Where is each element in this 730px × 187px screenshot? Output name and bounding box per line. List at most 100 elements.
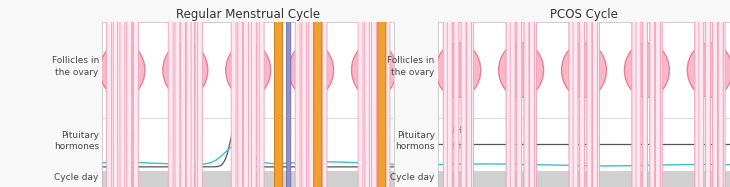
Text: Cycle day: Cycle day (55, 174, 99, 183)
Ellipse shape (247, 0, 252, 187)
Ellipse shape (352, 43, 396, 97)
Ellipse shape (506, 0, 511, 187)
Ellipse shape (569, 0, 574, 187)
Ellipse shape (580, 0, 585, 187)
Ellipse shape (259, 0, 264, 187)
Ellipse shape (186, 0, 191, 187)
Text: FSH: FSH (451, 142, 468, 151)
Ellipse shape (699, 0, 704, 187)
Ellipse shape (295, 0, 300, 187)
Ellipse shape (705, 0, 710, 187)
Ellipse shape (529, 0, 534, 187)
Ellipse shape (120, 0, 125, 187)
Ellipse shape (197, 0, 202, 187)
Ellipse shape (374, 0, 379, 187)
Ellipse shape (171, 0, 175, 187)
Ellipse shape (636, 0, 641, 187)
Ellipse shape (524, 0, 529, 187)
Ellipse shape (297, 0, 302, 187)
Ellipse shape (632, 0, 637, 187)
Ellipse shape (656, 0, 660, 187)
Ellipse shape (705, 0, 710, 187)
Ellipse shape (238, 0, 243, 187)
Ellipse shape (134, 0, 139, 187)
Ellipse shape (580, 0, 585, 187)
Ellipse shape (656, 0, 660, 187)
Text: Cycle day: Cycle day (391, 174, 434, 183)
Ellipse shape (569, 0, 574, 187)
Ellipse shape (314, 0, 322, 187)
Ellipse shape (718, 0, 723, 187)
Ellipse shape (699, 0, 704, 187)
Ellipse shape (517, 0, 522, 187)
Text: Follicles in
the ovary: Follicles in the ovary (388, 56, 434, 77)
Ellipse shape (443, 0, 448, 187)
Ellipse shape (384, 0, 389, 187)
Ellipse shape (288, 43, 334, 97)
Ellipse shape (447, 0, 452, 187)
Ellipse shape (499, 43, 544, 97)
Ellipse shape (650, 0, 655, 187)
Title: PCOS Cycle: PCOS Cycle (550, 8, 618, 21)
Ellipse shape (190, 0, 194, 187)
Ellipse shape (107, 0, 112, 187)
Ellipse shape (385, 0, 390, 187)
Ellipse shape (695, 0, 700, 187)
Ellipse shape (529, 0, 534, 187)
Ellipse shape (361, 0, 365, 187)
Ellipse shape (378, 0, 386, 187)
Ellipse shape (506, 0, 511, 187)
Ellipse shape (712, 0, 718, 187)
Ellipse shape (378, 0, 383, 187)
Ellipse shape (168, 0, 173, 187)
Ellipse shape (650, 0, 655, 187)
Ellipse shape (593, 0, 597, 187)
Ellipse shape (469, 0, 474, 187)
Ellipse shape (587, 0, 592, 187)
Ellipse shape (561, 43, 607, 97)
Ellipse shape (593, 0, 597, 187)
Ellipse shape (721, 0, 725, 187)
Text: LH: LH (119, 147, 130, 156)
Ellipse shape (127, 0, 131, 187)
Ellipse shape (688, 43, 730, 97)
Ellipse shape (244, 0, 248, 187)
Ellipse shape (322, 0, 327, 187)
Ellipse shape (118, 0, 123, 187)
Ellipse shape (695, 0, 700, 187)
Ellipse shape (531, 0, 537, 187)
Ellipse shape (624, 43, 669, 97)
Ellipse shape (510, 0, 515, 187)
Ellipse shape (454, 0, 459, 187)
Text: FSH: FSH (119, 132, 136, 141)
Ellipse shape (372, 0, 377, 187)
Ellipse shape (311, 0, 316, 187)
Ellipse shape (461, 0, 466, 187)
Ellipse shape (113, 0, 118, 187)
Ellipse shape (712, 0, 718, 187)
Ellipse shape (594, 0, 599, 187)
Text: LH: LH (451, 126, 463, 135)
Ellipse shape (632, 0, 637, 187)
Ellipse shape (180, 0, 185, 187)
Ellipse shape (573, 0, 578, 187)
Ellipse shape (658, 0, 662, 187)
Ellipse shape (718, 0, 723, 187)
Ellipse shape (286, 0, 291, 187)
Ellipse shape (109, 0, 114, 187)
Title: Regular Menstrual Cycle: Regular Menstrual Cycle (176, 8, 320, 21)
Bar (438, 171, 730, 187)
Ellipse shape (122, 0, 127, 187)
Text: Pituitary
hormones: Pituitary hormones (54, 131, 99, 151)
Ellipse shape (185, 0, 190, 187)
Ellipse shape (466, 0, 472, 187)
Ellipse shape (636, 0, 641, 187)
Ellipse shape (642, 0, 648, 187)
Ellipse shape (517, 0, 522, 187)
Ellipse shape (436, 43, 480, 97)
Ellipse shape (231, 0, 236, 187)
Text: Pituitary
hormons: Pituitary hormons (395, 131, 434, 151)
Bar (102, 171, 394, 187)
Ellipse shape (321, 0, 326, 187)
Ellipse shape (369, 0, 374, 187)
